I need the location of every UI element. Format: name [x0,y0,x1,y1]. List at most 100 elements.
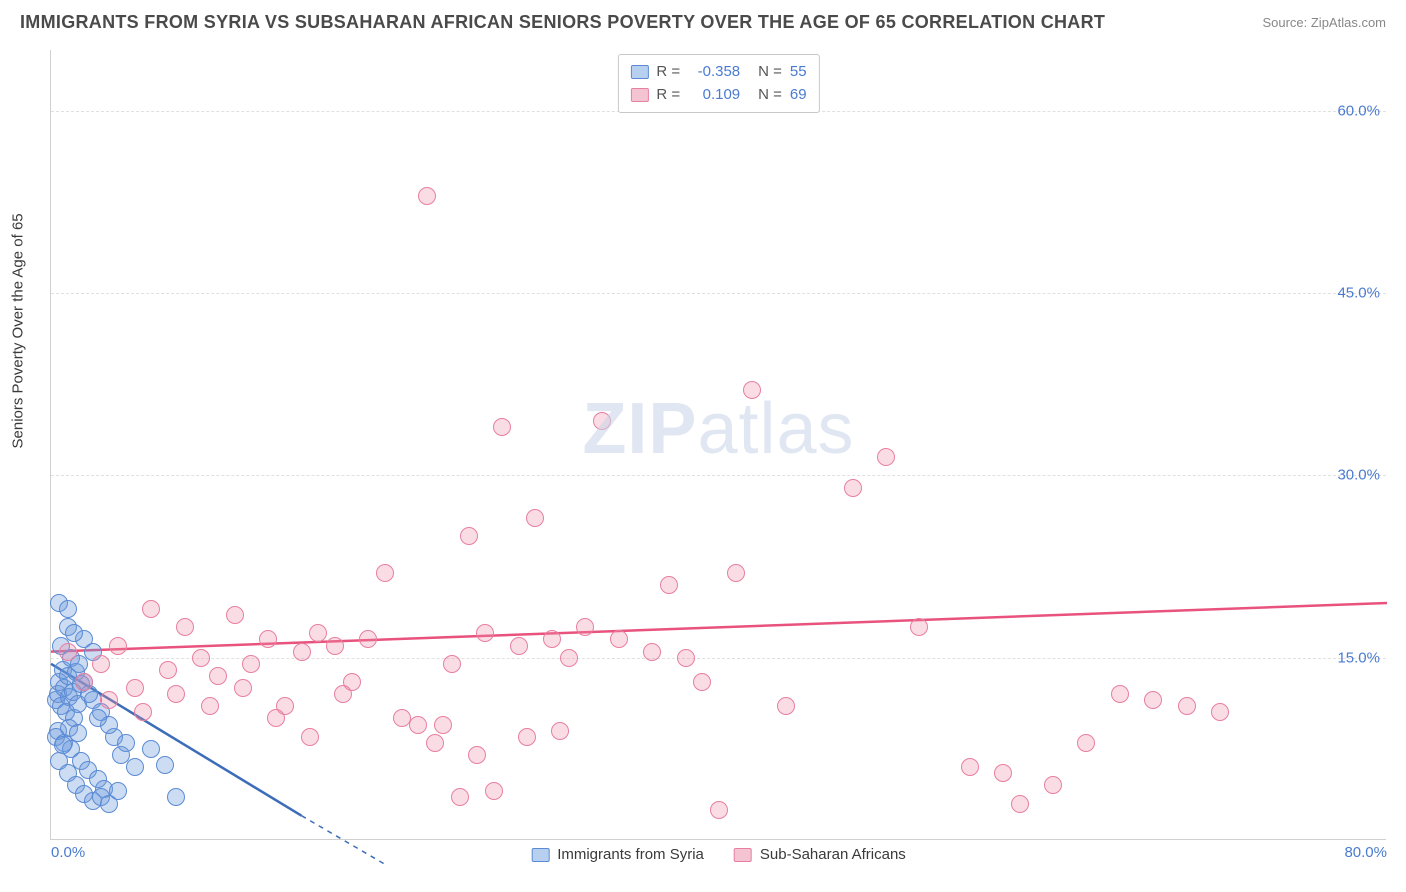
chart-plot-area: ZIPatlas R =-0.358N =55R =0.109N =69 Imm… [50,50,1386,840]
data-point [451,788,469,806]
data-point [176,618,194,636]
data-point [92,655,110,673]
data-point [693,673,711,691]
data-point [242,655,260,673]
series-legend-item: Immigrants from Syria [531,846,704,863]
data-point [100,691,118,709]
grid-line [51,475,1386,476]
data-point [267,709,285,727]
data-point [89,709,107,727]
data-point [543,630,561,648]
data-point [443,655,461,673]
data-point [234,679,252,697]
data-point [156,756,174,774]
data-point [551,722,569,740]
data-point [777,697,795,715]
data-point [660,576,678,594]
legend-swatch [630,65,648,79]
data-point [1044,776,1062,794]
series-legend: Immigrants from Syria Sub-Saharan African… [531,846,906,863]
data-point [75,673,93,691]
data-point [142,740,160,758]
data-point [476,624,494,642]
y-tick-label: 45.0% [1337,285,1380,302]
data-point [126,758,144,776]
data-point [142,600,160,618]
data-point [593,412,611,430]
data-point [1211,703,1229,721]
data-point [727,564,745,582]
data-point [409,716,427,734]
data-point [201,697,219,715]
data-point [1178,697,1196,715]
stats-legend-row: R =0.109N =69 [630,84,806,107]
data-point [560,649,578,667]
data-point [493,418,511,436]
data-point [576,618,594,636]
y-tick-label: 60.0% [1337,102,1380,119]
stats-legend-row: R =-0.358N =55 [630,61,806,84]
data-point [1111,685,1129,703]
chart-title: IMMIGRANTS FROM SYRIA VS SUBSAHARAN AFRI… [20,12,1105,33]
data-point [65,624,83,642]
data-point [994,764,1012,782]
data-point [167,685,185,703]
grid-line [51,293,1386,294]
data-point [117,734,135,752]
series-legend-item: Sub-Saharan Africans [734,846,906,863]
data-point [844,479,862,497]
data-point [301,728,319,746]
data-point [309,624,327,642]
trend-lines [51,50,1386,839]
data-point [126,679,144,697]
data-point [109,637,127,655]
series-label: Immigrants from Syria [557,846,704,863]
data-point [643,643,661,661]
data-point [1144,691,1162,709]
y-tick-label: 30.0% [1337,467,1380,484]
data-point [393,709,411,727]
legend-swatch [630,88,648,102]
data-point [134,703,152,721]
data-point [677,649,695,667]
data-point [359,630,377,648]
x-tick-label: 80.0% [1344,844,1387,861]
data-point [192,649,210,667]
data-point [59,643,77,661]
data-point [159,661,177,679]
stats-legend: R =-0.358N =55R =0.109N =69 [617,54,819,113]
data-point [610,630,628,648]
data-point [434,716,452,734]
data-point [460,527,478,545]
data-point [743,381,761,399]
data-point [485,782,503,800]
data-point [259,630,277,648]
data-point [526,509,544,527]
x-tick-label: 0.0% [51,844,85,861]
legend-swatch [734,848,752,862]
data-point [510,637,528,655]
watermark-text: ZIPatlas [582,388,854,470]
data-point [468,746,486,764]
data-point [209,667,227,685]
series-label: Sub-Saharan Africans [760,846,906,863]
data-point [710,801,728,819]
data-point [59,600,77,618]
data-point [334,685,352,703]
source-label: Source: ZipAtlas.com [1262,15,1386,30]
data-point [426,734,444,752]
data-point [1077,734,1095,752]
data-point [69,724,87,742]
data-point [109,782,127,800]
y-axis-label: Seniors Poverty Over the Age of 65 [10,213,27,448]
data-point [293,643,311,661]
data-point [418,187,436,205]
data-point [326,637,344,655]
data-point [1011,795,1029,813]
data-point [910,618,928,636]
legend-swatch [531,848,549,862]
data-point [167,788,185,806]
data-point [376,564,394,582]
data-point [518,728,536,746]
data-point [961,758,979,776]
